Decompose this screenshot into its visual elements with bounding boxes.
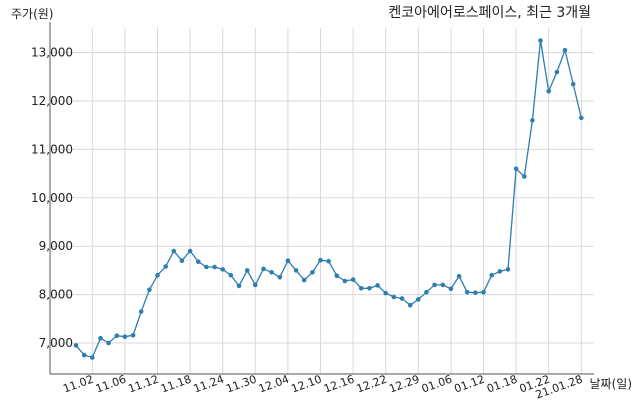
data-point [196, 259, 201, 265]
data-point [81, 352, 87, 358]
x-tick-label: 12.29 [387, 373, 421, 396]
data-point [171, 248, 177, 254]
data-point [448, 286, 454, 292]
data-point [367, 286, 372, 291]
data-point [497, 269, 503, 274]
data-point [464, 289, 470, 295]
data-point [334, 273, 340, 279]
data-point [187, 248, 193, 254]
data-point [481, 289, 486, 295]
data-point [546, 89, 551, 94]
data-point [570, 81, 576, 87]
data-point [163, 264, 168, 269]
data-points [73, 38, 584, 360]
x-tick-labels: 11.0211.0611.1211.1811.2411.3012.0412.10… [61, 373, 584, 402]
data-point [399, 296, 405, 301]
data-point [383, 290, 389, 296]
data-point [155, 272, 160, 278]
y-tick-label: 12,000 [31, 94, 73, 108]
data-point [122, 334, 128, 340]
series-line [75, 40, 582, 359]
x-tick-label: 12.10 [289, 373, 323, 396]
x-tick-label: 12.22 [355, 373, 389, 396]
data-point [285, 258, 291, 264]
x-tick-label: 11.24 [192, 373, 226, 396]
data-point [228, 272, 234, 278]
x-axis-title: 날짜(일) [590, 377, 632, 391]
data-point [310, 270, 315, 275]
data-point [440, 282, 446, 288]
data-point [301, 277, 307, 283]
data-point [538, 38, 543, 43]
y-tick-label: 13,000 [31, 46, 73, 60]
data-point [350, 277, 356, 282]
x-tick-label: 01.06 [420, 373, 454, 396]
x-tick-label: 11.12 [126, 373, 160, 396]
y-tick-labels: 7,000 8,000 9,000 10,000 11,000 12,000 13,000 [31, 46, 73, 350]
data-point [293, 268, 299, 273]
data-point [147, 287, 152, 293]
data-point [130, 333, 136, 338]
data-point [90, 355, 95, 360]
data-point [505, 267, 511, 272]
data-point [277, 274, 283, 280]
y-tick-label: 7,000 [39, 336, 73, 350]
data-point [253, 282, 258, 288]
data-point [522, 174, 527, 179]
x-tick-label: 11.02 [61, 373, 95, 396]
data-point [114, 333, 120, 339]
data-point [513, 166, 519, 172]
data-point [416, 297, 421, 302]
data-point [244, 268, 250, 273]
data-point [73, 343, 79, 348]
data-point [220, 267, 225, 272]
x-tick-label: 11.30 [224, 373, 258, 396]
axes [49, 22, 594, 375]
data-point [318, 257, 323, 263]
x-tick-label: 11.18 [159, 373, 193, 396]
data-point [391, 294, 397, 300]
data-point [473, 290, 478, 296]
x-tick-label: 11.06 [94, 373, 128, 396]
y-tick-label: 10,000 [31, 191, 73, 205]
y-tick-label: 9,000 [39, 239, 73, 253]
data-point [261, 266, 266, 272]
data-point [579, 115, 584, 121]
data-point [530, 118, 535, 123]
data-point [212, 264, 217, 270]
gridlines [50, 28, 594, 374]
data-point [432, 282, 437, 288]
data-point [98, 335, 103, 341]
data-point [489, 272, 495, 278]
data-point [269, 270, 274, 275]
data-point [562, 47, 568, 53]
data-point [359, 286, 364, 291]
y-tick-label: 8,000 [39, 288, 73, 302]
x-tick-label: 12.16 [322, 373, 356, 396]
data-point [236, 283, 242, 289]
data-point [407, 302, 413, 308]
x-tick-label: 01.18 [485, 373, 519, 396]
y-axis-title: 주가(원) [11, 7, 53, 21]
data-point [138, 309, 144, 314]
y-tick-label: 11,000 [31, 142, 73, 156]
data-point [554, 69, 560, 75]
data-point [456, 273, 462, 279]
data-point [342, 278, 348, 284]
data-point [375, 283, 380, 288]
data-point [424, 289, 429, 295]
data-point [204, 264, 209, 270]
data-point [326, 258, 331, 264]
chart-title: 켄코아에어로스페이스, 최근 3개월 [388, 5, 591, 21]
data-point [179, 258, 185, 264]
x-tick-label: 12.04 [257, 373, 291, 396]
x-tick-label: 01.12 [452, 373, 486, 396]
data-point [106, 340, 111, 346]
